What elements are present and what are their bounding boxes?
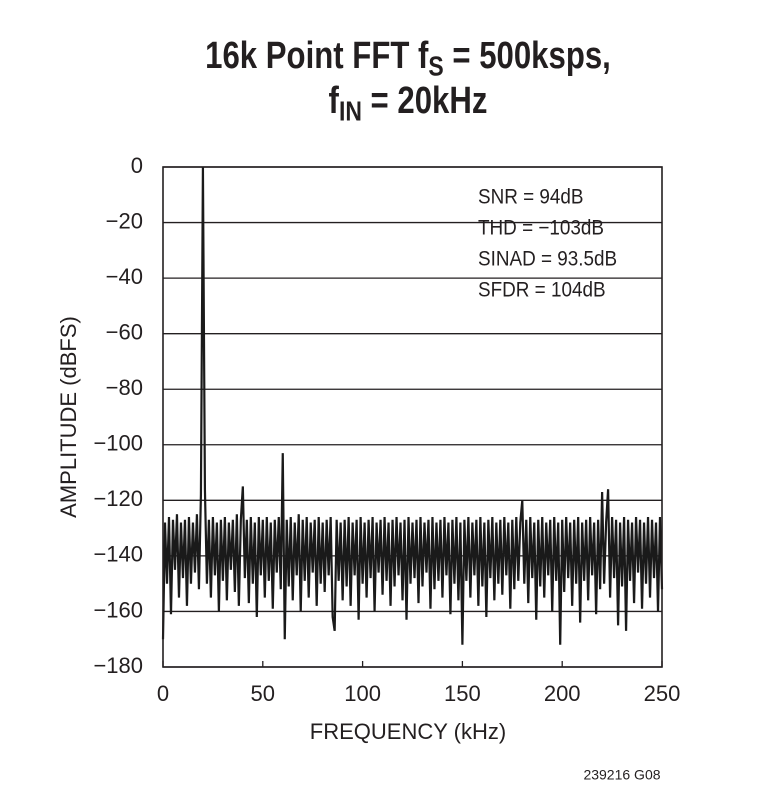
plot-frame	[162, 166, 663, 668]
spectrum-line	[161, 166, 664, 645]
y-tick-label: −60	[106, 319, 143, 344]
x-tick-label: 150	[444, 681, 481, 706]
title-part: = 20kHz	[362, 80, 488, 122]
x-axis-label: FREQUENCY (kHz)	[310, 719, 506, 744]
y-tick-label: −100	[93, 431, 143, 456]
chart-title: fIN = 20kHz	[329, 80, 488, 127]
title-part: = 500ksps,	[444, 35, 611, 77]
annotation: THD = −103dB	[478, 217, 604, 240]
x-tick-label: 100	[344, 681, 381, 706]
footnote: 239216 G08	[583, 767, 660, 783]
x-tick-label: 0	[157, 681, 169, 706]
x-tick-label: 200	[544, 681, 581, 706]
title-part: S	[428, 51, 443, 82]
y-tick-label: −140	[93, 542, 143, 567]
x-tick-label: 250	[644, 681, 681, 706]
y-tick-label: −160	[93, 597, 143, 622]
y-tick-label: −20	[106, 208, 143, 233]
title-part: f	[329, 80, 340, 122]
y-tick-label: −40	[106, 264, 143, 289]
chart-title: 16k Point FFT fS = 500ksps,	[205, 35, 611, 82]
annotation: SNR = 94dB	[478, 186, 584, 209]
title-part: 16k Point FFT f	[205, 35, 429, 77]
annotation: SINAD = 93.5dB	[478, 248, 617, 271]
y-tick-label: −120	[93, 486, 143, 511]
title-part: IN	[339, 96, 362, 127]
annotation: SFDR = 104dB	[478, 279, 606, 302]
y-tick-label: −80	[106, 375, 143, 400]
y-axis-label: AMPLITUDE (dBFS)	[56, 316, 81, 518]
y-tick-label: 0	[131, 153, 143, 178]
x-tick-label: 50	[251, 681, 275, 706]
y-tick-label: −180	[93, 653, 143, 678]
